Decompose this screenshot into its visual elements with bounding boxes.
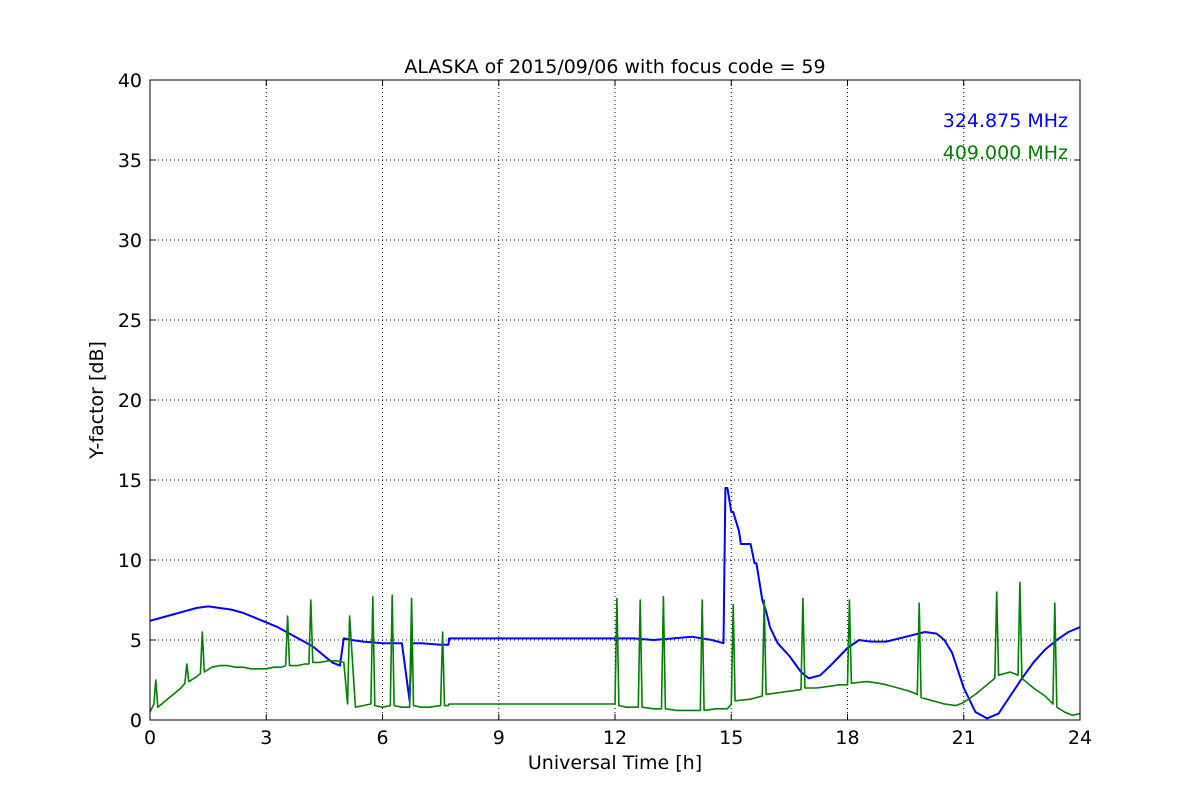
- axis-ticks: 0 3 6 9 12 15 18 21 24 0 5 10 15 20 25 30 35 40: [118, 70, 1092, 749]
- y-axis-label: Y-factor [dB]: [86, 341, 108, 460]
- y-tick-label: 20: [118, 390, 142, 412]
- x-tick-label: 12: [603, 727, 627, 749]
- y-tick-label: 35: [118, 150, 142, 172]
- x-tick-label: 24: [1068, 727, 1092, 749]
- x-axis-label: Universal Time [h]: [528, 752, 702, 774]
- x-tick-label: 15: [719, 727, 743, 749]
- series-line-324-875-MHz: [149, 487, 1081, 720]
- legend: 324.875 MHz 409.000 MHz: [943, 110, 1068, 164]
- chart-title: ALASKA of 2015/09/06 with focus code = 5…: [404, 56, 825, 78]
- series-layer: [149, 487, 1081, 720]
- y-tick-label: 15: [118, 470, 142, 492]
- grid-lines: [150, 80, 1080, 720]
- legend-entry: 409.000 MHz: [943, 142, 1068, 164]
- y-tick-label: 30: [118, 230, 142, 252]
- x-tick-label: 21: [952, 727, 976, 749]
- x-tick-label: 3: [260, 727, 272, 749]
- series-line-409-000-MHz: [149, 581, 1081, 717]
- x-tick-label: 6: [376, 727, 388, 749]
- x-tick-label: 9: [493, 727, 505, 749]
- y-tick-label: 40: [118, 70, 142, 92]
- y-tick-label: 25: [118, 310, 142, 332]
- x-tick-label: 18: [835, 727, 859, 749]
- legend-entry: 324.875 MHz: [943, 110, 1068, 132]
- y-tick-label: 10: [118, 550, 142, 572]
- y-tick-label: 0: [130, 710, 142, 732]
- y-tick-label: 5: [130, 630, 142, 652]
- x-tick-label: 0: [144, 727, 156, 749]
